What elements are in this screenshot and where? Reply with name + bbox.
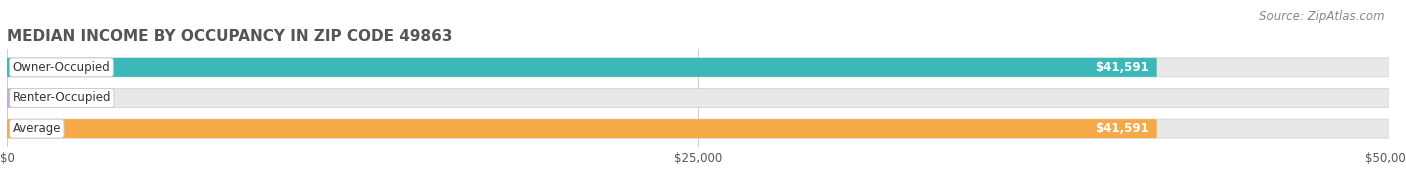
Text: Average: Average	[13, 122, 60, 135]
FancyBboxPatch shape	[7, 58, 1157, 77]
FancyBboxPatch shape	[7, 89, 1389, 107]
FancyBboxPatch shape	[7, 119, 1157, 138]
Text: Renter-Occupied: Renter-Occupied	[13, 92, 111, 104]
Text: MEDIAN INCOME BY OCCUPANCY IN ZIP CODE 49863: MEDIAN INCOME BY OCCUPANCY IN ZIP CODE 4…	[7, 29, 453, 44]
Text: Source: ZipAtlas.com: Source: ZipAtlas.com	[1260, 10, 1385, 23]
Text: Owner-Occupied: Owner-Occupied	[13, 61, 110, 74]
FancyBboxPatch shape	[7, 119, 1389, 138]
FancyBboxPatch shape	[7, 89, 56, 107]
FancyBboxPatch shape	[7, 58, 1389, 77]
Text: $0: $0	[67, 92, 84, 104]
Text: $41,591: $41,591	[1095, 61, 1149, 74]
Text: $41,591: $41,591	[1095, 122, 1149, 135]
